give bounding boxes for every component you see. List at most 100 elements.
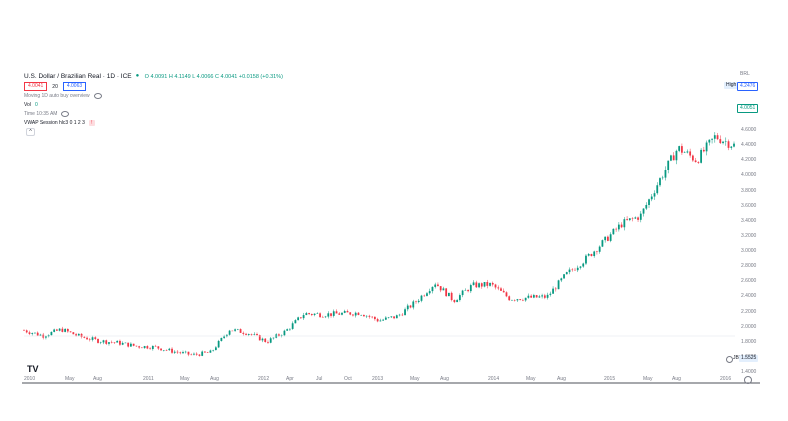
candle-body	[247, 334, 250, 335]
candle-body	[88, 339, 91, 340]
candle-body	[434, 284, 437, 287]
tradingview-logo-icon[interactable]: TV	[27, 364, 39, 374]
candle-body	[140, 347, 143, 349]
candle-body	[571, 269, 574, 271]
time-tick-label: Jul	[316, 376, 323, 382]
candle-body	[511, 300, 513, 301]
candle-body	[127, 342, 130, 347]
price-tick-label: 2.6000	[741, 278, 757, 285]
candle-body	[108, 342, 110, 344]
candle-body	[653, 193, 656, 197]
candle-body	[563, 274, 565, 279]
candle-body	[371, 316, 374, 318]
cursor-tag-label: JBV	[733, 355, 743, 361]
candle-body	[75, 334, 77, 336]
candle-body	[631, 218, 634, 219]
candle-body	[711, 138, 713, 140]
market-status-icon: ●	[135, 73, 140, 79]
candle-body	[321, 317, 324, 318]
candle-body	[25, 330, 28, 333]
candle-body	[483, 282, 486, 287]
candle-body	[634, 217, 637, 219]
candle-body	[587, 254, 590, 256]
candle-body	[637, 217, 639, 220]
candle-body	[401, 314, 404, 316]
symbol-title[interactable]: U.S. Dollar / Brazilian Real · 1D · ICE	[24, 72, 132, 80]
price-tick-label: 3.4000	[741, 217, 757, 224]
eye-icon[interactable]	[61, 110, 70, 117]
time-tick-label: 2014	[488, 376, 500, 382]
candle-body	[283, 330, 286, 336]
candle-body	[686, 151, 689, 153]
price-tick-label: 3.0000	[741, 248, 757, 254]
sell-button[interactable]: 4.0041	[24, 82, 48, 91]
settings-gear-icon[interactable]	[744, 376, 752, 384]
candle-body	[363, 315, 365, 317]
time-indicator-label[interactable]: Time 10:35 AM	[24, 110, 58, 117]
candle-body	[193, 353, 195, 355]
candle-body	[576, 267, 579, 271]
error-badge-icon[interactable]: !	[88, 119, 95, 126]
candle-body	[382, 319, 385, 321]
candle-body	[313, 313, 316, 315]
candle-body	[450, 292, 453, 301]
candle-body	[681, 146, 683, 153]
buy-button[interactable]: 4.0063	[62, 82, 87, 91]
price-tick-label: 4.6000	[741, 127, 757, 133]
candle-body	[716, 135, 719, 140]
price-tick-label: 3.2000	[741, 232, 757, 239]
candle-body	[53, 329, 56, 332]
candle-body	[190, 354, 193, 356]
candle-body	[171, 348, 173, 353]
candle-body	[316, 313, 319, 314]
candle-body	[475, 282, 478, 288]
candle-body	[286, 329, 289, 331]
candle-body	[77, 333, 80, 336]
time-tick-label: May	[180, 376, 190, 382]
candle-body	[423, 295, 426, 297]
candle-body	[228, 330, 231, 335]
candle-body	[700, 149, 703, 163]
candle-body	[417, 300, 420, 303]
candle-body	[415, 301, 417, 303]
candle-body	[302, 315, 305, 319]
candle-body	[231, 330, 234, 332]
candle-body	[667, 160, 670, 170]
candle-body	[338, 313, 341, 315]
candle-body	[508, 296, 511, 301]
clock-icon[interactable]	[726, 356, 733, 363]
candle-body	[406, 305, 409, 310]
candle-body	[220, 337, 223, 341]
price-tick-label: 2.2000	[741, 308, 757, 315]
candle-body	[565, 272, 568, 275]
candle-body	[289, 328, 291, 330]
candle-body	[187, 351, 190, 355]
candle-body	[242, 332, 245, 334]
high-tag-label: High	[726, 82, 737, 88]
candle-body	[461, 290, 464, 296]
candle-body	[642, 208, 645, 214]
candle-body	[209, 350, 212, 353]
collapse-legend-button[interactable]: ^	[26, 127, 35, 136]
eye-icon[interactable]	[93, 92, 102, 99]
time-tick-label: May	[410, 376, 420, 382]
candle-body	[730, 146, 733, 148]
candle-body	[319, 313, 321, 318]
candle-body	[395, 315, 398, 319]
candle-body	[357, 312, 360, 316]
candle-body	[623, 219, 626, 228]
candle-body	[469, 285, 472, 292]
candle-body	[733, 143, 735, 147]
candle-body	[365, 315, 368, 317]
volume-value: 0	[34, 101, 38, 108]
candle-body	[291, 323, 294, 329]
candle-body	[560, 278, 563, 281]
vwap-indicator-label[interactable]: VWAP Session hlc3 0 1 2 3	[24, 119, 85, 126]
candle-body	[456, 300, 459, 303]
candle-body	[650, 196, 653, 200]
ma-indicator-label[interactable]: Moving 1D auto buy overview	[24, 92, 90, 99]
volume-indicator-label[interactable]: Vol	[24, 101, 31, 108]
candle-body	[157, 346, 160, 349]
candle-body	[549, 293, 552, 295]
